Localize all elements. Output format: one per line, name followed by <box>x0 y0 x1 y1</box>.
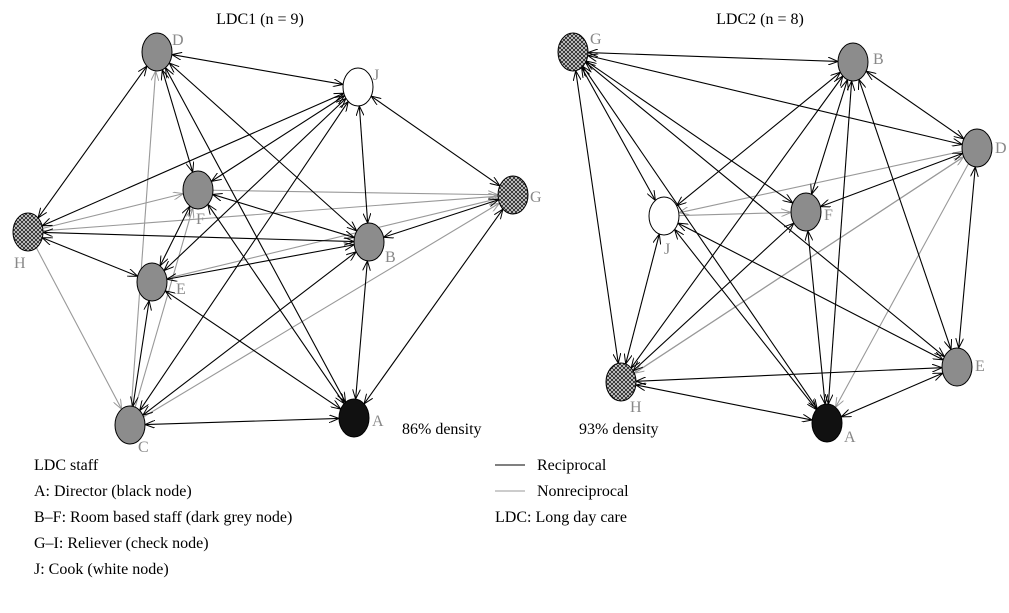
node <box>961 128 993 168</box>
legend-item: G–I: Reliever (check node) <box>34 535 209 552</box>
reciprocal-edge <box>208 204 344 403</box>
node <box>811 403 843 443</box>
node-label: G <box>530 189 542 206</box>
reciprocal-edge <box>162 70 192 172</box>
reciprocal-edge <box>636 368 942 382</box>
reciprocal-edge <box>866 71 964 139</box>
reciprocal-edge <box>677 72 841 205</box>
reciprocal-edge <box>959 167 976 348</box>
node-label: B <box>385 249 396 266</box>
reciprocal-edge <box>678 223 943 360</box>
node <box>12 212 44 252</box>
reciprocal-edge <box>633 223 794 371</box>
node-label: D <box>995 140 1007 157</box>
legend: LDC staff A: Director (black node) B–F: … <box>34 457 629 578</box>
nonreciprocal-edge <box>634 157 963 374</box>
node <box>136 262 168 302</box>
node-label: J <box>664 241 670 258</box>
reciprocal-edge <box>165 291 341 409</box>
network-title: LDC2 (n = 8) <box>716 11 804 28</box>
reciprocal-edge <box>588 56 963 145</box>
node <box>557 32 589 72</box>
node-label: F <box>196 211 205 228</box>
node <box>182 170 214 210</box>
node <box>837 42 869 82</box>
reciprocal-edge <box>43 232 354 241</box>
reciprocal-edge <box>675 229 817 409</box>
node-label: B <box>873 51 884 68</box>
reciprocal-edge <box>167 245 354 280</box>
nonreciprocal-edge <box>212 189 498 195</box>
node-label: F <box>824 207 833 224</box>
nonreciprocal-edge <box>143 203 500 418</box>
reciprocal-edge <box>588 53 838 62</box>
reciprocal-edge <box>211 96 344 182</box>
legend-key: Reciprocal <box>537 457 607 474</box>
node-label: H <box>14 255 26 272</box>
reciprocal-edge <box>38 66 147 218</box>
node-label: J <box>373 67 379 84</box>
nodes: D J F G H B E C A G B D F J H E A <box>12 31 1007 456</box>
reciprocal-edge <box>371 96 500 186</box>
density: 86% density <box>402 421 482 438</box>
reciprocal-edge <box>145 418 339 424</box>
reciprocal-edge <box>626 234 660 364</box>
reciprocal-edge <box>172 55 343 85</box>
network-title: LDC1 (n = 9) <box>216 11 304 28</box>
nonreciprocal-edge <box>678 212 791 215</box>
nonreciprocal-edge <box>42 196 498 232</box>
reciprocal-edge <box>356 261 368 399</box>
reciprocal-edge <box>820 153 962 206</box>
reciprocal-edge <box>636 385 812 420</box>
legend-item: B–F: Room based staff (dark grey node) <box>34 509 292 526</box>
reciprocal-edge <box>42 237 137 277</box>
reciprocal-edge <box>359 106 367 223</box>
node-label: E <box>975 358 985 375</box>
node <box>353 222 385 262</box>
node-label: A <box>372 413 384 430</box>
nonreciprocal-edge <box>679 150 963 213</box>
node-label: G <box>590 31 602 48</box>
reciprocal-edge <box>582 68 656 201</box>
node <box>114 405 146 445</box>
node-label: C <box>138 439 149 456</box>
legend-heading: LDC staff <box>34 457 99 474</box>
node-label: H <box>630 399 642 416</box>
node <box>648 196 680 236</box>
node-label: E <box>176 281 186 298</box>
node <box>497 175 529 215</box>
nonreciprocal-edge <box>166 199 499 279</box>
node <box>605 362 637 402</box>
nonreciprocal-edge <box>35 247 121 409</box>
density: 93% density <box>579 421 659 438</box>
node <box>790 192 822 232</box>
legend-key: Nonreciprocal <box>537 483 629 500</box>
reciprocal-edge <box>384 200 499 238</box>
legend-note: LDC: Long day care <box>495 509 627 526</box>
nonreciprocal-edge <box>42 194 184 229</box>
node <box>338 398 370 438</box>
reciprocal-edge <box>576 71 619 364</box>
node <box>941 347 973 387</box>
nonreciprocal-edge <box>130 71 155 407</box>
node <box>342 67 374 107</box>
legend-item: A: Director (black node) <box>34 483 192 500</box>
reciprocal-edge <box>841 373 943 417</box>
node <box>141 32 173 72</box>
legend-item: J: Cook (white node) <box>34 561 169 578</box>
reciprocal-edge <box>583 66 817 408</box>
reciprocal-edge <box>133 301 149 407</box>
edges <box>35 53 976 425</box>
reciprocal-edge <box>364 209 503 404</box>
node-label: A <box>844 429 856 446</box>
node-label: D <box>172 32 184 49</box>
